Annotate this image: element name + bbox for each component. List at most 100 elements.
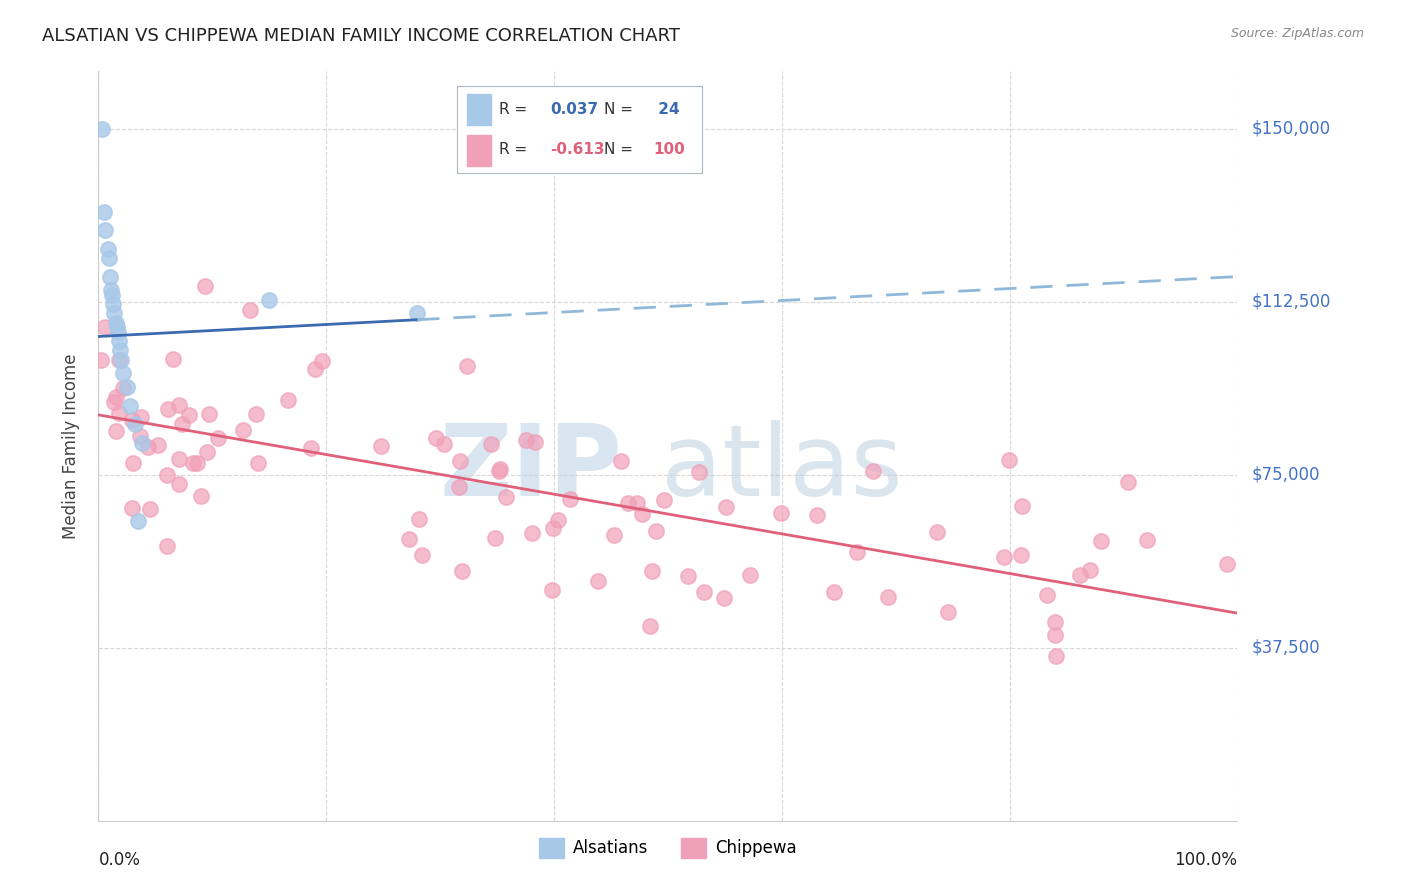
Point	[558, 491, 581, 506]
Point	[181, 456, 204, 470]
Point	[157, 402, 180, 417]
Point	[103, 297, 125, 311]
Point	[108, 353, 131, 368]
Point	[1010, 548, 1032, 562]
Point	[167, 477, 190, 491]
Point	[626, 495, 648, 509]
Point	[450, 564, 472, 578]
Point	[645, 524, 668, 539]
Point	[120, 399, 142, 413]
Point	[714, 500, 737, 514]
Point	[925, 525, 948, 540]
Point	[98, 269, 121, 284]
Point	[232, 423, 254, 437]
Point	[139, 501, 162, 516]
Point	[845, 544, 868, 558]
Point	[713, 591, 735, 605]
Point	[90, 353, 112, 368]
Text: $37,500: $37,500	[1251, 639, 1320, 657]
Point	[167, 452, 190, 467]
Point	[515, 433, 537, 447]
Point	[449, 454, 471, 468]
Point	[1090, 533, 1112, 548]
Point	[1045, 648, 1067, 663]
Point	[108, 406, 131, 420]
Point	[105, 320, 128, 334]
Point	[177, 408, 200, 422]
Point	[190, 489, 212, 503]
Point	[1116, 475, 1139, 490]
Point	[617, 496, 640, 510]
Point	[652, 492, 675, 507]
Point	[112, 367, 135, 381]
Point	[433, 437, 456, 451]
Text: atlas: atlas	[661, 420, 903, 517]
Text: ALSATIAN VS CHIPPEWA MEDIAN FAMILY INCOME CORRELATION CHART: ALSATIAN VS CHIPPEWA MEDIAN FAMILY INCOM…	[42, 27, 681, 45]
Point	[997, 452, 1019, 467]
Point	[103, 306, 125, 320]
Point	[488, 462, 510, 476]
Point	[94, 223, 117, 237]
Point	[162, 352, 184, 367]
Point	[131, 435, 153, 450]
Point	[156, 468, 179, 483]
Point	[524, 434, 547, 449]
Point	[447, 480, 470, 494]
Point	[194, 278, 217, 293]
Point	[94, 320, 117, 334]
Point	[96, 242, 118, 256]
Point	[876, 591, 898, 605]
Y-axis label: Median Family Income: Median Family Income	[62, 353, 80, 539]
Point	[105, 424, 128, 438]
Point	[105, 390, 128, 404]
Point	[1216, 558, 1239, 572]
Point	[641, 564, 664, 578]
Point	[411, 548, 433, 562]
Point	[522, 526, 544, 541]
Point	[1043, 628, 1066, 642]
Point	[936, 605, 959, 619]
Point	[239, 303, 262, 318]
Point	[127, 514, 149, 528]
Point	[541, 583, 564, 598]
Point	[245, 407, 267, 421]
Point	[311, 354, 333, 368]
Point	[198, 408, 221, 422]
Point	[124, 417, 146, 431]
Point	[603, 528, 626, 542]
Point	[170, 417, 193, 431]
Point	[167, 398, 190, 412]
Point	[1136, 533, 1159, 547]
Point	[406, 306, 429, 320]
Point	[104, 316, 127, 330]
Point	[107, 325, 129, 339]
Point	[108, 343, 131, 358]
Point	[207, 431, 229, 445]
Text: 0.0%: 0.0%	[98, 851, 141, 869]
Text: $112,500: $112,500	[1251, 293, 1330, 311]
Point	[676, 569, 699, 583]
Point	[129, 410, 152, 425]
Point	[1011, 499, 1033, 513]
Point	[101, 288, 124, 302]
Point	[488, 464, 510, 478]
Text: Source: ZipAtlas.com: Source: ZipAtlas.com	[1230, 27, 1364, 40]
Point	[630, 507, 652, 521]
Point	[136, 440, 159, 454]
Point	[97, 251, 120, 265]
Point	[129, 429, 152, 443]
Point	[122, 456, 145, 470]
Point	[115, 380, 138, 394]
Point	[993, 550, 1015, 565]
Point	[398, 532, 420, 546]
Point	[108, 334, 131, 348]
Point	[638, 619, 661, 633]
Point	[304, 361, 326, 376]
Text: $150,000: $150,000	[1251, 120, 1330, 138]
Point	[155, 539, 177, 553]
Point	[259, 293, 281, 307]
Point	[100, 284, 122, 298]
Point	[479, 437, 502, 451]
Point	[93, 205, 115, 219]
Text: ZIP: ZIP	[440, 420, 623, 517]
